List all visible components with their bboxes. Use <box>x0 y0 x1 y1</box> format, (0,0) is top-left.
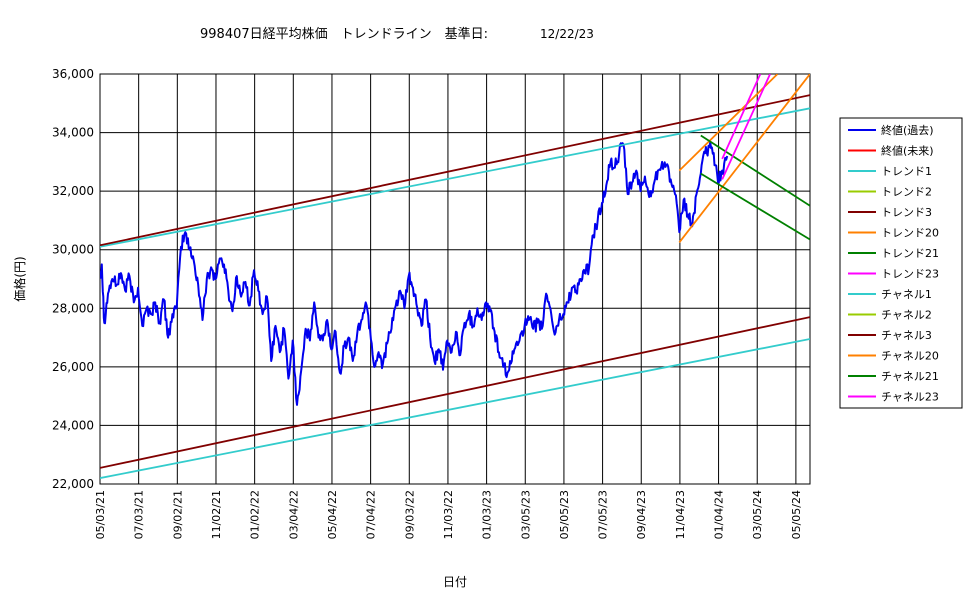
x-tick-label: 03/05/24 <box>751 490 764 539</box>
legend-entry-label: 終値(未来) <box>881 144 934 158</box>
x-tick-label: 03/05/23 <box>519 490 532 539</box>
chart-reference-date: 12/22/23 <box>540 27 594 41</box>
x-tick-label: 11/04/23 <box>674 490 687 539</box>
x-axis: 05/03/21 07/03/21 09/02/21 11/02/21 01/02/22… <box>94 490 803 539</box>
series-line <box>700 134 810 207</box>
legend-entry-label: チャネル23 <box>881 391 939 404</box>
legend-entry-label: トレンド1 <box>881 165 932 178</box>
legend-entry-label: トレンド21 <box>881 247 939 260</box>
series-line <box>700 172 810 241</box>
y-tick-label: 26,000 <box>52 360 94 374</box>
legend: 終値(過去) 終値(未来) トレンド1 トレンド2 トレンド3 トレンド20 トレンド21 ト… <box>839 117 963 409</box>
y-tick-label: 36,000 <box>52 67 94 81</box>
x-tick-label: 09/02/21 <box>171 490 184 539</box>
x-tick-label: 01/03/23 <box>481 490 494 539</box>
series-line <box>721 74 771 180</box>
series-line <box>721 74 762 160</box>
legend-box <box>839 117 963 409</box>
legend-entry-label: チャネル20 <box>881 350 939 363</box>
x-tick-label: 09/03/22 <box>403 490 416 539</box>
legend-entry-label: トレンド3 <box>881 206 932 219</box>
series-line <box>100 316 810 469</box>
legend-entry-label: チャネル1 <box>881 288 932 301</box>
series-line <box>100 94 810 247</box>
series-line <box>678 74 779 172</box>
y-tick-label: 22,000 <box>52 477 94 491</box>
y-tick-label: 24,000 <box>52 418 94 432</box>
x-tick-label: 03/04/22 <box>287 490 300 539</box>
x-tick-label: 11/03/22 <box>442 490 455 539</box>
x-axis-label: 日付 <box>443 575 467 589</box>
chart-title: 998407日経平均株価 トレンドライン 基準日: <box>200 26 488 42</box>
legend-entry-label: チャネル3 <box>881 329 932 342</box>
x-tick-label: 05/05/23 <box>558 490 571 539</box>
series-line <box>100 107 810 248</box>
legend-entry-label: チャネル21 <box>881 370 939 383</box>
y-tick-label: 30,000 <box>52 243 94 257</box>
series-lines <box>100 74 810 479</box>
plot-area <box>99 73 811 485</box>
x-tick-label: 01/04/24 <box>713 490 726 539</box>
x-tick-label: 01/02/22 <box>249 490 262 539</box>
legend-entry-label: チャネル2 <box>881 309 932 322</box>
series-line <box>678 74 810 243</box>
y-tick-label: 34,000 <box>52 126 94 140</box>
legend-entry-label: トレンド23 <box>881 268 939 281</box>
x-tick-label: 11/02/21 <box>210 490 223 539</box>
legend-entry-label: 終値(過去) <box>881 123 934 137</box>
y-axis: 36,000 34,000 32,000 30,000 28,000 26,000 24,0… <box>52 67 94 491</box>
y-tick-label: 28,000 <box>52 301 94 315</box>
x-tick-label: 07/03/21 <box>133 490 146 539</box>
series-line <box>100 338 810 479</box>
x-tick-label: 07/05/23 <box>597 490 610 539</box>
x-tick-label: 07/04/22 <box>365 490 378 539</box>
x-tick-label: 05/05/24 <box>790 490 803 539</box>
legend-entry-label: トレンド2 <box>881 186 932 199</box>
x-tick-label: 09/04/23 <box>635 490 648 539</box>
x-tick-label: 05/04/22 <box>326 490 339 539</box>
y-axis-label: 価格(円) <box>12 256 27 301</box>
x-tick-label: 05/03/21 <box>94 490 107 539</box>
y-tick-label: 32,000 <box>52 184 94 198</box>
legend-entry-label: トレンド20 <box>881 227 939 240</box>
series-line <box>100 141 729 406</box>
